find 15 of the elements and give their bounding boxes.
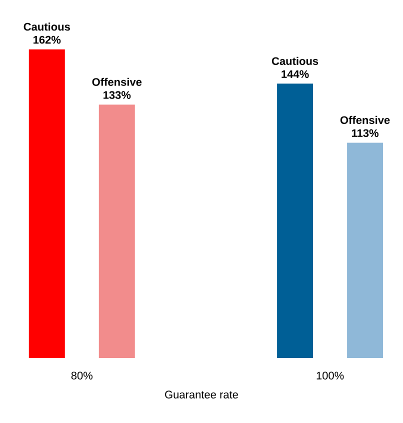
bar	[347, 142, 384, 358]
x-tick-label: 80%	[71, 372, 93, 380]
data-label: 133%	[104, 91, 131, 99]
x-tick-label: 100%	[316, 372, 344, 380]
data-label: 113%	[352, 129, 379, 138]
series-label: Offensive	[92, 78, 142, 86]
series-label: Cautious	[272, 56, 318, 65]
text: Offensive	[340, 116, 390, 124]
data-label: 144%	[282, 70, 309, 78]
bar	[277, 84, 314, 358]
bar	[98, 104, 135, 358]
bar	[28, 49, 65, 358]
text: Cautious	[24, 22, 70, 31]
x-axis-title: Guarantee rate	[165, 390, 238, 398]
data-label: 162%	[34, 36, 61, 44]
